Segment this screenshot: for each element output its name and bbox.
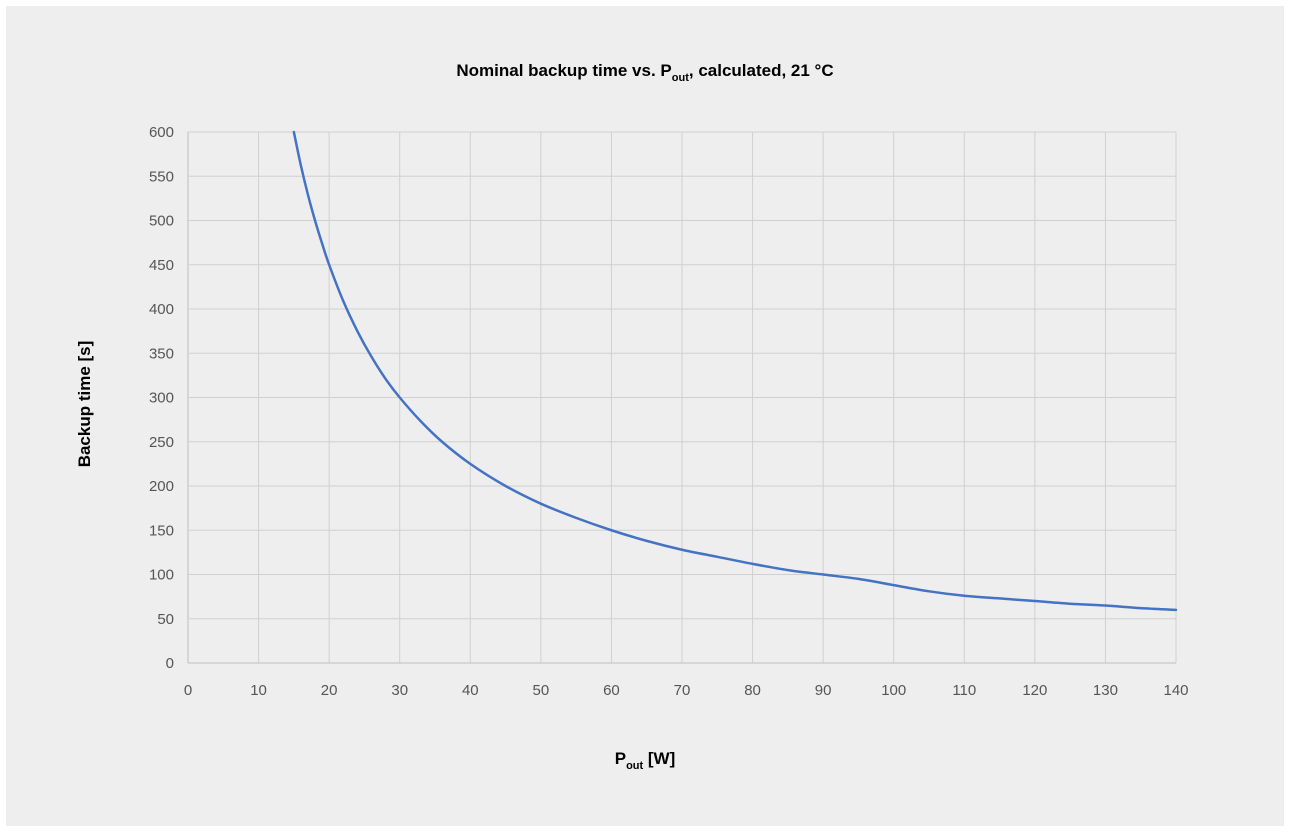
chart-card: Nominal backup time vs. Pout, calculated…	[6, 6, 1284, 826]
y-tick-label: 550	[149, 168, 174, 185]
x-tick-label: 50	[533, 682, 550, 699]
chart-title: Nominal backup time vs. Pout, calculated…	[456, 61, 833, 84]
x-tick-label: 120	[1022, 682, 1047, 699]
x-tick-label: 100	[881, 682, 906, 699]
x-tick-label: 80	[744, 682, 761, 699]
y-tick-label: 0	[166, 655, 174, 672]
chart-title-subscript: out	[672, 72, 689, 84]
x-axis-title-suffix: [W]	[643, 749, 675, 768]
series-line	[292, 130, 1178, 612]
y-tick-label: 200	[149, 478, 174, 495]
x-tick-label: 0	[184, 682, 192, 699]
x-tick-label: 10	[250, 682, 267, 699]
x-tick-label: 110	[952, 682, 976, 699]
x-tick-label: 140	[1163, 682, 1188, 699]
y-tick-label: 100	[149, 567, 174, 584]
y-tick-label: 300	[149, 390, 174, 407]
chart-title-main: Nominal backup time vs. P	[456, 61, 671, 80]
x-axis-title: Pout [W]	[615, 749, 676, 772]
y-tick-label: 500	[149, 213, 174, 230]
grid-layer	[187, 131, 1177, 664]
y-tick-label: 150	[149, 522, 174, 539]
x-axis-title-subscript: out	[626, 760, 643, 772]
x-tick-label: 30	[391, 682, 408, 699]
x-tick-label: 130	[1093, 682, 1118, 699]
y-tick-label: 50	[157, 611, 174, 628]
chart-title-suffix: , calculated, 21 °C	[689, 61, 834, 80]
x-tick-label: 90	[815, 682, 832, 699]
x-tick-label: 70	[674, 682, 691, 699]
x-tick-label: 60	[603, 682, 620, 699]
chart-svg: Nominal backup time vs. Pout, calculated…	[75, 61, 1189, 772]
y-axis-title: Backup time [s]	[75, 341, 94, 468]
x-tick-label: 40	[462, 682, 479, 699]
x-tick-label: 20	[321, 682, 338, 699]
y-tick-label: 250	[149, 434, 174, 451]
y-tick-label: 450	[149, 257, 174, 274]
series-layer	[292, 130, 1178, 612]
x-axis-title-main: P	[615, 749, 626, 768]
y-tick-label: 350	[149, 345, 174, 362]
y-tick-label: 600	[149, 124, 174, 141]
tick-layer: 0 10 20 30 40 50 60 70 80 90 100 110 120 130 140 0 50 100…	[149, 124, 1189, 699]
y-tick-label: 400	[149, 301, 174, 318]
